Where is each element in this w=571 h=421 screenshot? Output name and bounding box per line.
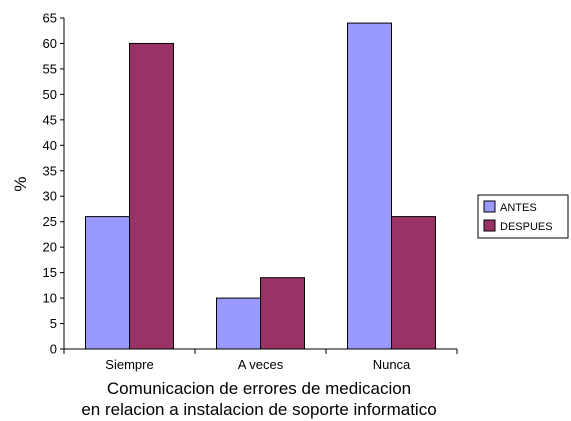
y-tick-label: 65 xyxy=(43,11,57,26)
bar-antes-2 xyxy=(347,22,392,350)
y-tick-label: 60 xyxy=(43,36,57,51)
y-tick-label: 50 xyxy=(43,87,57,102)
x-axis-title: Comunicacion de errores de medicacion en … xyxy=(81,379,436,419)
x-tick-label: A veces xyxy=(238,357,284,372)
y-tick-label: 20 xyxy=(43,240,57,255)
y-axis-ticks: 0 5 10 15 20 25 30 35 40 45 50 55 60 65 xyxy=(43,11,64,357)
y-tick-label: 5 xyxy=(50,316,57,331)
bar-despues-0 xyxy=(129,42,174,350)
y-tick-label: 15 xyxy=(43,265,57,280)
legend-swatch-antes xyxy=(483,200,496,213)
bar-antes-1 xyxy=(216,297,261,350)
plot-area: 0 5 10 15 20 25 30 35 40 45 50 55 60 65 Siempre A vece… xyxy=(43,11,458,372)
y-tick-label: 55 xyxy=(43,61,57,76)
bar-despues-1 xyxy=(260,277,305,350)
x-tick-label: Nunca xyxy=(373,357,411,372)
x-axis-title-line: Comunicacion de errores de medicacion xyxy=(107,379,411,398)
y-tick-label: 45 xyxy=(43,112,57,127)
x-axis-title-line: en relacion a instalacion de soporte inf… xyxy=(81,400,436,419)
y-tick-label: 25 xyxy=(43,214,57,229)
bar-despues-2 xyxy=(391,216,436,350)
y-tick-label: 10 xyxy=(43,291,57,306)
y-axis-title: % xyxy=(11,176,30,191)
bar-antes-0 xyxy=(85,216,130,350)
x-axis-ticks: Siempre A veces Nunca xyxy=(63,349,458,372)
y-tick-label: 30 xyxy=(43,189,57,204)
legend-swatch-despues xyxy=(483,219,496,232)
y-tick-label: 0 xyxy=(50,342,57,357)
x-tick-label: Siempre xyxy=(105,357,153,372)
legend-label-antes: ANTES xyxy=(500,202,537,214)
legend-label-despues: DESPUES xyxy=(500,221,553,233)
bars xyxy=(85,22,436,350)
y-tick-label: 40 xyxy=(43,138,57,153)
y-tick-label: 35 xyxy=(43,163,57,178)
legend: ANTES DESPUES xyxy=(477,194,569,239)
